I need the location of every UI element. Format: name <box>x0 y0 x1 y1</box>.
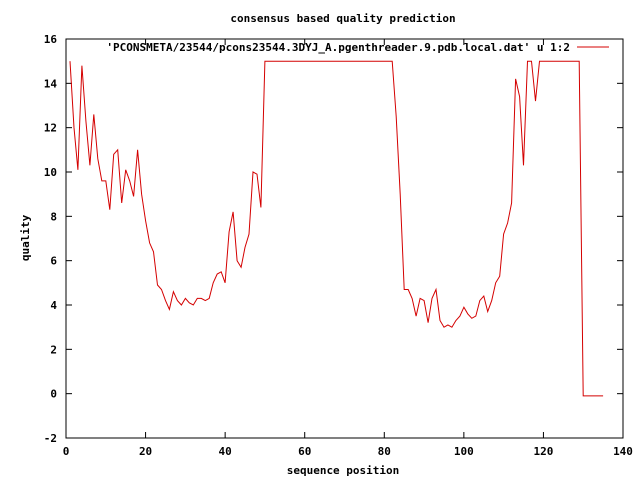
y-tick-label: 6 <box>50 255 57 268</box>
x-tick-label: 40 <box>219 445 232 458</box>
y-tick-label: 0 <box>50 388 57 401</box>
y-axis-label: quality <box>19 214 32 261</box>
y-tick-label: 4 <box>50 299 57 312</box>
x-tick-label: 0 <box>63 445 70 458</box>
y-tick-label: 2 <box>50 343 57 356</box>
x-tick-label: 80 <box>378 445 391 458</box>
chart-title: consensus based quality prediction <box>230 12 455 25</box>
x-axis-label: sequence position <box>287 464 400 477</box>
series-line <box>69 60 604 397</box>
y-tick-label: 14 <box>44 77 58 90</box>
y-tick-label: -2 <box>44 432 57 445</box>
legend-entry-label: 'PCONSMETA/23544/pcons23544.3DYJ_A.pgent… <box>106 41 570 54</box>
plot-frame <box>65 38 624 439</box>
axis-tick-labels: 0 20 40 60 80 100 120 140 -2 0 2 4 6 8 10 12 14 16 <box>44 33 633 458</box>
x-tick-label: 100 <box>454 445 474 458</box>
x-tick-label: 20 <box>139 445 152 458</box>
x-tick-label: 120 <box>533 445 553 458</box>
x-tick-label: 140 <box>613 445 633 458</box>
y-tick-label: 12 <box>44 122 57 135</box>
axis-ticks <box>65 38 624 439</box>
y-tick-label: 8 <box>50 210 57 223</box>
y-tick-label: 10 <box>44 166 57 179</box>
x-tick-label: 60 <box>298 445 311 458</box>
legend: 'PCONSMETA/23544/pcons23544.3DYJ_A.pgent… <box>106 41 609 54</box>
series-group <box>69 60 604 397</box>
y-tick-label: 16 <box>44 33 58 46</box>
